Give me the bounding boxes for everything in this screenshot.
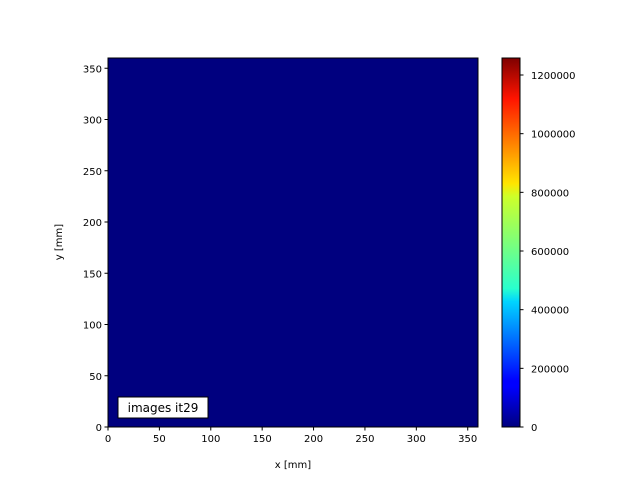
x-tick-label: 150 [253, 434, 272, 445]
annotation-box: images it29 [117, 396, 209, 419]
colorbar-tick-label: 200000 [531, 364, 569, 375]
x-tick-label: 350 [458, 434, 477, 445]
y-tick-label: 150 [83, 269, 102, 280]
y-tick-label: 250 [83, 167, 102, 178]
heatmap-cell [108, 58, 478, 427]
plot-area: 0 50 100 150 200 250 300 350 0 50 100 150 200 250 300 3… [83, 57, 479, 445]
annotation-text: images it29 [128, 401, 199, 415]
x-tick-label: 200 [304, 434, 323, 445]
plot-frame [107, 57, 479, 428]
y-tick-label: 350 [83, 64, 102, 75]
y-tick-label: 50 [89, 372, 102, 383]
x-tick-label: 100 [201, 434, 220, 445]
x-tick-label: 0 [105, 434, 111, 445]
colorbar-tick-label: 600000 [531, 247, 569, 258]
colorbar-tick-label: 400000 [531, 306, 569, 317]
x-axis-label: x [mm] [275, 460, 311, 471]
y-tick-label: 300 [83, 116, 102, 127]
y-tick-label: 100 [83, 321, 102, 332]
x-tick-label: 300 [407, 434, 426, 445]
colorbar-tick-label: 1200000 [531, 71, 576, 82]
colorbar-tick-label: 1000000 [531, 130, 576, 141]
colorbar-gradient [501, 57, 521, 428]
x-tick-label: 50 [153, 434, 166, 445]
y-tick-label: 200 [83, 218, 102, 229]
colorbar-tick-label: 800000 [531, 188, 569, 199]
colorbar-tick-label: 0 [531, 423, 537, 434]
y-axis-label: y [mm] [54, 224, 65, 260]
colorbar: 0 200000 400000 600000 800000 1000000 1200000 [501, 57, 576, 434]
x-tick-label: 250 [355, 434, 374, 445]
y-tick-label: 0 [96, 423, 102, 434]
